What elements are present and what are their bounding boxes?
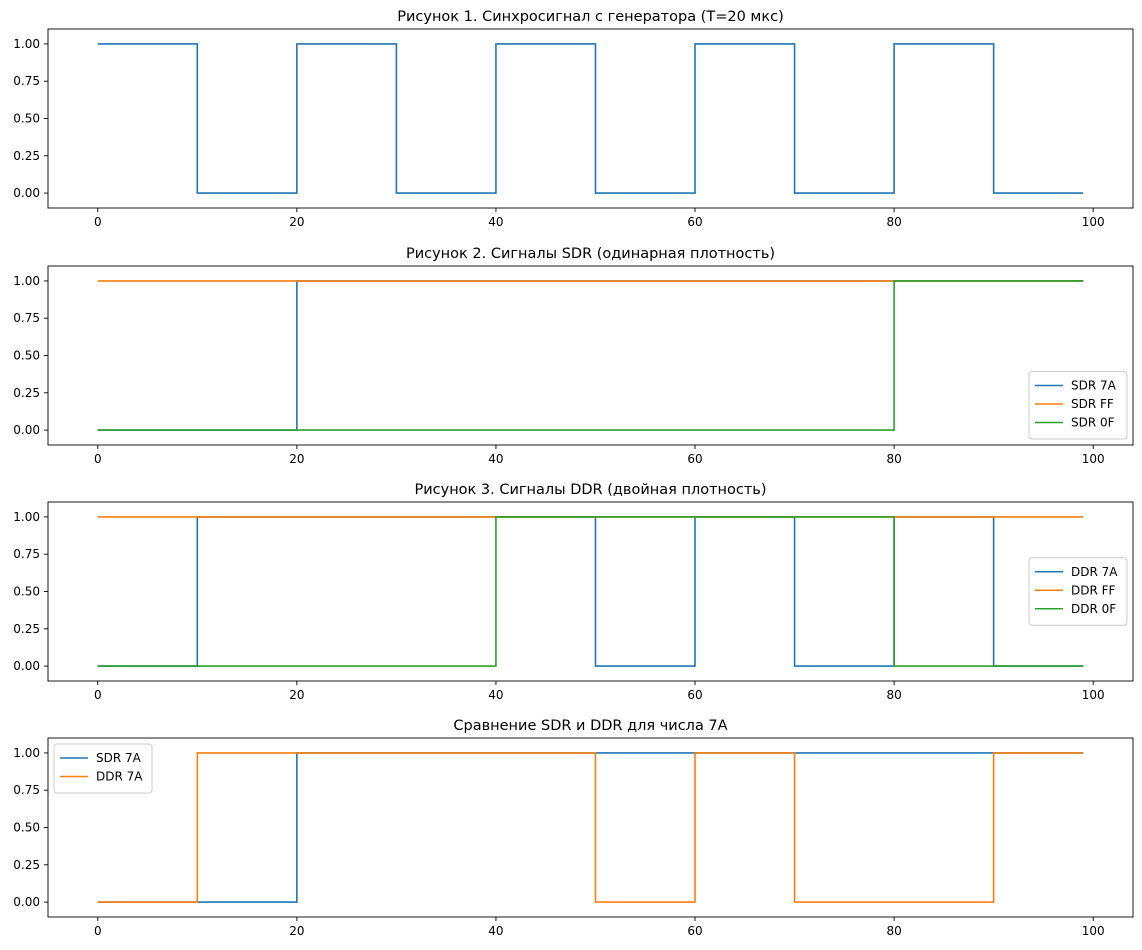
x-tick-label: 0 — [94, 924, 102, 938]
series-line-sdr-7a — [97, 752, 1084, 903]
x-tick-label: 0 — [94, 452, 102, 466]
chart-title: Рисунок 3. Сигналы DDR (двойная плотност… — [414, 482, 766, 498]
y-tick-label: 0.25 — [13, 386, 40, 400]
series-line-ddr-7a — [97, 752, 1084, 903]
x-tick-label: 20 — [289, 924, 304, 938]
chart-title: Рисунок 1. Синхросигнал с генератора (T=… — [397, 9, 784, 25]
x-tick-label: 40 — [488, 215, 503, 229]
subplot-4: Сравнение SDR и DDR для числа 7A 0 20 40 60 8… — [13, 718, 1134, 938]
x-tick-label: 80 — [886, 215, 901, 229]
chart-title: Рисунок 2. Сигналы SDR (одинарная плотно… — [406, 246, 775, 262]
axes-frame — [47, 265, 1134, 446]
x-tick-label: 100 — [1082, 688, 1105, 702]
legend: DDR 7A DDR FF DDR 0F — [1028, 557, 1128, 626]
legend-label: SDR 0F — [1071, 416, 1115, 430]
x-tick-label: 20 — [289, 452, 304, 466]
y-tick-label: 0.50 — [13, 112, 40, 126]
legend: SDR 7A SDR FF SDR 0F — [1028, 371, 1128, 440]
y-tick-label: 0.75 — [13, 547, 40, 561]
x-tick-label: 0 — [94, 215, 102, 229]
x-tick-label: 60 — [687, 924, 702, 938]
series-line-sdr-0f — [97, 280, 1084, 431]
x-tick-label: 100 — [1082, 452, 1105, 466]
legend: SDR 7A DDR 7A — [53, 743, 153, 794]
legend-label: DDR 7A — [1071, 565, 1118, 579]
y-tick-label: 0.00 — [13, 423, 40, 437]
legend-label: SDR 7A — [1071, 379, 1117, 393]
x-tick-label: 40 — [488, 924, 503, 938]
y-tick-label: 0.75 — [13, 783, 40, 797]
x-tick-label: 20 — [289, 688, 304, 702]
legend-label: SDR 7A — [96, 751, 142, 765]
y-tick-label: 0.25 — [13, 149, 40, 163]
x-tick-label: 100 — [1082, 924, 1105, 938]
x-tick-label: 60 — [687, 688, 702, 702]
x-tick-label: 40 — [488, 452, 503, 466]
y-tick-label: 0.75 — [13, 311, 40, 325]
y-tick-label: 0.50 — [13, 349, 40, 363]
x-tick-label: 100 — [1082, 215, 1105, 229]
x-tick-label: 40 — [488, 688, 503, 702]
y-tick-label: 0.25 — [13, 858, 40, 872]
y-tick-label: 0.75 — [13, 74, 40, 88]
subplot-3: Рисунок 3. Сигналы DDR (двойная плотност… — [13, 482, 1134, 702]
y-tick-label: 0.50 — [13, 821, 40, 835]
x-tick-label: 80 — [886, 688, 901, 702]
x-tick-label: 60 — [687, 215, 702, 229]
x-tick-label: 80 — [886, 452, 901, 466]
y-tick-label: 0.00 — [13, 659, 40, 673]
series-line-1 — [97, 43, 1084, 194]
subplot-2: Рисунок 2. Сигналы SDR (одинарная плотно… — [13, 246, 1134, 466]
axes-frame — [47, 28, 1134, 209]
y-tick-label: 0.00 — [13, 895, 40, 909]
series-line-sdr-7a — [97, 280, 1084, 431]
y-tick-label: 1.00 — [13, 746, 40, 760]
legend-label: DDR FF — [1071, 583, 1116, 597]
legend-label: SDR FF — [1071, 397, 1114, 411]
axes-frame — [47, 737, 1134, 918]
y-tick-label: 0.50 — [13, 585, 40, 599]
legend-box — [53, 743, 153, 794]
x-tick-label: 60 — [687, 452, 702, 466]
x-tick-label: 20 — [289, 215, 304, 229]
series-line-ddr-0f — [97, 516, 1084, 667]
y-tick-label: 1.00 — [13, 37, 40, 51]
y-tick-label: 1.00 — [13, 274, 40, 288]
legend-label: DDR 7A — [96, 770, 143, 784]
chart-title: Сравнение SDR и DDR для числа 7A — [453, 718, 727, 734]
y-tick-label: 0.00 — [13, 186, 40, 200]
legend-label: DDR 0F — [1071, 602, 1116, 616]
axes-frame — [47, 501, 1134, 682]
subplot-1: Рисунок 1. Синхросигнал с генератора (T=… — [13, 9, 1134, 229]
y-tick-label: 1.00 — [13, 510, 40, 524]
x-tick-label: 0 — [94, 688, 102, 702]
y-tick-label: 0.25 — [13, 622, 40, 636]
x-tick-label: 80 — [886, 924, 901, 938]
series-line-ddr-7a — [97, 516, 1084, 667]
